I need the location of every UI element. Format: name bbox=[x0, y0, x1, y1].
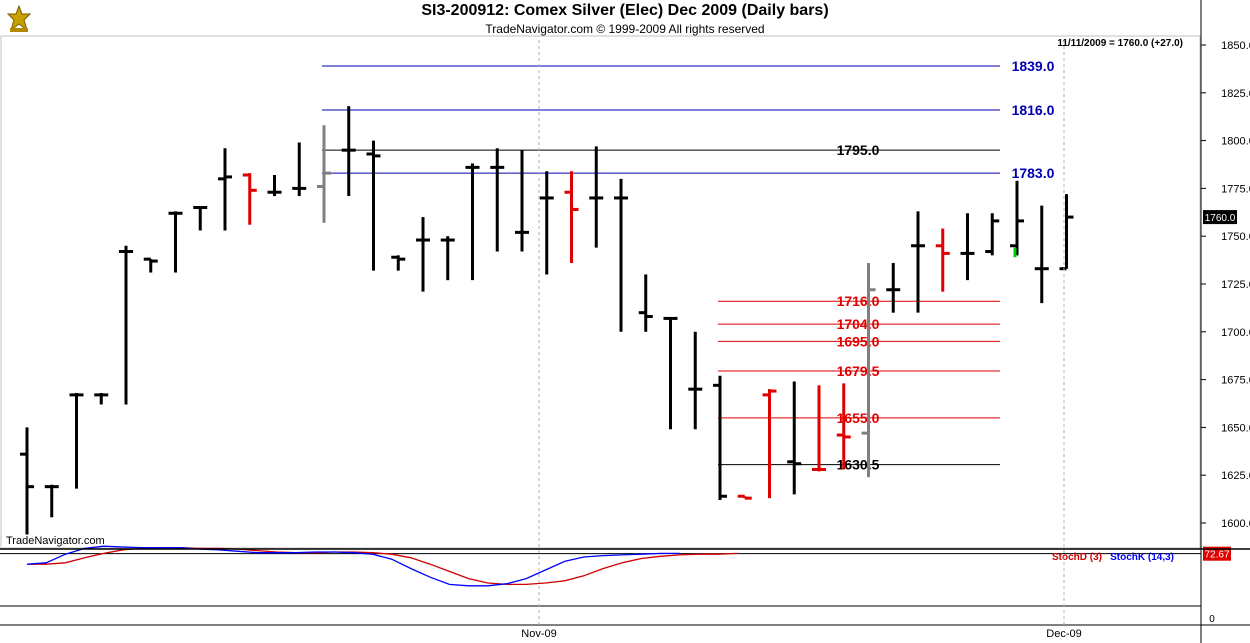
y-tick-label: 1725.0 bbox=[1221, 279, 1250, 291]
y-tick-label: 1775.0 bbox=[1221, 183, 1250, 195]
ohlc-bar bbox=[218, 148, 232, 231]
ohlc-bar bbox=[960, 213, 975, 281]
y-tick-label: 1700.0 bbox=[1221, 327, 1250, 339]
ohlc-bar bbox=[119, 245, 133, 405]
ohlc-bar bbox=[589, 146, 604, 248]
price-panel: 1600.0 1625.0 1650.0 1675.0 1700.0 1725.0 1750… bbox=[0, 35, 1250, 549]
ohlc-bar bbox=[762, 389, 777, 499]
last-value-box bbox=[1203, 210, 1237, 225]
ohlc-bar bbox=[267, 175, 282, 197]
x-tick-label-0: Nov-09 bbox=[521, 628, 556, 640]
ohlc-bar bbox=[193, 206, 208, 231]
stochastic-panel: 0 StochD (3) StochK (14,3) 72.67 bbox=[0, 545, 1231, 625]
ohlc-bar bbox=[391, 255, 406, 271]
ohlc-bar bbox=[341, 106, 356, 197]
ohlc-bar bbox=[911, 211, 925, 313]
ohlc-bar bbox=[539, 171, 554, 275]
level-label: 1679.5 bbox=[837, 363, 880, 379]
ohlc-bar bbox=[1059, 194, 1074, 271]
ohlc-bar bbox=[416, 217, 430, 292]
trade-navigator-logo-icon bbox=[4, 4, 34, 34]
ohlc-bar bbox=[861, 262, 876, 478]
stoch-legend-k: StochK (14,3) bbox=[1110, 552, 1174, 563]
ohlc-bar bbox=[143, 257, 158, 273]
ohlc-bar bbox=[490, 148, 505, 252]
ohlc-bar bbox=[614, 178, 628, 332]
ohlc-bar bbox=[985, 213, 1000, 256]
ohlc-bar bbox=[366, 140, 381, 271]
ohlc-bar bbox=[292, 142, 307, 197]
ohlc-bar bbox=[935, 228, 950, 292]
stoch-legend-d: StochD (3) bbox=[1052, 552, 1102, 563]
quote-readout: 11/11/2009 = 1760.0 (+27.0) bbox=[1057, 38, 1183, 49]
y-tick-label: 1675.0 bbox=[1221, 375, 1250, 387]
ohlc-bar bbox=[440, 236, 455, 281]
ohlc-bar bbox=[638, 274, 653, 332]
ohlc-bar bbox=[787, 381, 802, 495]
level-label: 1716.0 bbox=[837, 293, 880, 309]
chart-title: SI3-200912: Comex Silver (Elec) Dec 2009… bbox=[421, 2, 829, 19]
ohlc-bar bbox=[688, 331, 703, 430]
ohlc-bar bbox=[465, 163, 480, 281]
ohlc-bar bbox=[1034, 205, 1049, 304]
stoch-y-tick-label: 0 bbox=[1209, 614, 1215, 625]
ohlc-bar bbox=[564, 171, 579, 263]
y-tick-label: 1600.0 bbox=[1221, 518, 1250, 530]
ohlc-bar bbox=[737, 494, 752, 500]
level-label: 1695.0 bbox=[837, 333, 880, 349]
y-tick-label: 1750.0 bbox=[1221, 231, 1250, 243]
ohlc-bar bbox=[1010, 180, 1024, 256]
ohlc-bar bbox=[317, 125, 331, 223]
ohlc-bar bbox=[713, 375, 727, 501]
chart-subtitle: TradeNavigator.com © 1999-2009 All right… bbox=[485, 22, 765, 36]
last-value-label: 1760.0 bbox=[1205, 213, 1236, 224]
watermark: TradeNavigator.com bbox=[6, 535, 105, 547]
y-tick-label: 1800.0 bbox=[1221, 136, 1250, 148]
ohlc-bar bbox=[515, 150, 529, 252]
ohlc-bar bbox=[168, 211, 183, 273]
ohlc-bar bbox=[20, 427, 34, 535]
ohlc-bar bbox=[812, 385, 826, 472]
ohlc-bar bbox=[663, 316, 678, 430]
stoch-series-line bbox=[26, 545, 680, 587]
stoch-value-box bbox=[1203, 546, 1231, 561]
ohlc-bar bbox=[836, 383, 851, 470]
ohlc-bar bbox=[44, 484, 59, 518]
ohlc-bar bbox=[94, 392, 109, 405]
level-label: 1839.0 bbox=[1012, 58, 1055, 74]
level-label: 1816.0 bbox=[1012, 102, 1055, 118]
ohlc-bar bbox=[242, 173, 257, 225]
y-tick-label: 1650.0 bbox=[1221, 422, 1250, 434]
x-tick-label-1: Dec-09 bbox=[1046, 628, 1081, 640]
ohlc-bar bbox=[69, 392, 84, 489]
y-tick-label: 1825.0 bbox=[1221, 88, 1250, 100]
y-tick-label: 1625.0 bbox=[1221, 470, 1250, 482]
y-tick-label: 1850.0 bbox=[1221, 40, 1250, 52]
price-plot-frame bbox=[0, 35, 1201, 549]
level-label: 1783.0 bbox=[1012, 165, 1055, 181]
level-label: 1795.0 bbox=[837, 142, 880, 158]
level-label: 1704.0 bbox=[837, 316, 880, 332]
stoch-value-label: 72.67 bbox=[1204, 550, 1229, 561]
ohlc-bar bbox=[886, 262, 901, 313]
